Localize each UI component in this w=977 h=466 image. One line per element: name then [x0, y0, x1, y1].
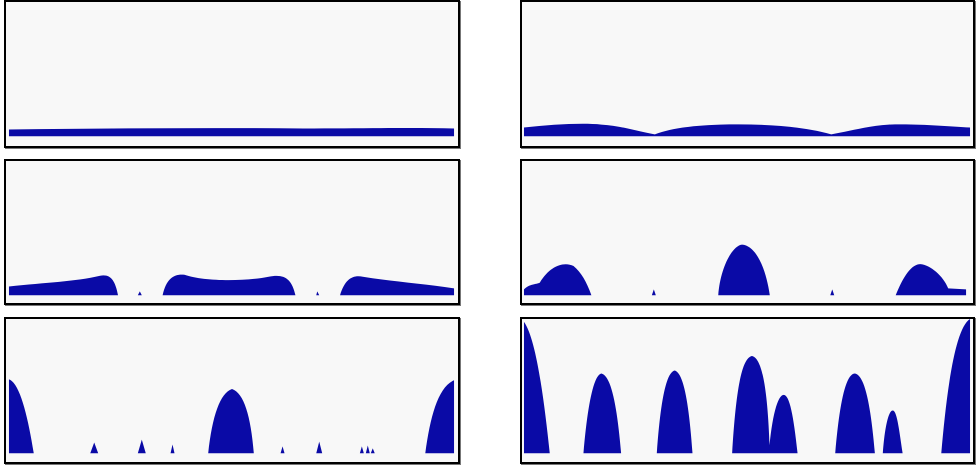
chart-panel-6 [520, 317, 975, 464]
area-series-3 [8, 274, 455, 296]
chart-plot-3 [8, 274, 455, 296]
area-series-2 [523, 123, 971, 137]
chart-panel-3 [4, 159, 460, 305]
chart-panel-1 [4, 0, 460, 148]
chart-panel-4 [520, 159, 975, 305]
chart-panel-5 [4, 317, 460, 464]
chart-plot-4 [523, 244, 967, 296]
area-series-6 [523, 319, 971, 454]
area-series-5 [8, 379, 455, 454]
area-series-4 [523, 244, 967, 296]
chart-plot-2 [523, 123, 971, 137]
area-series-1 [8, 128, 455, 137]
chart-panel-2 [520, 0, 975, 148]
chart-plot-6 [523, 319, 971, 454]
chart-plot-1 [8, 128, 455, 137]
chart-plot-5 [8, 379, 455, 454]
